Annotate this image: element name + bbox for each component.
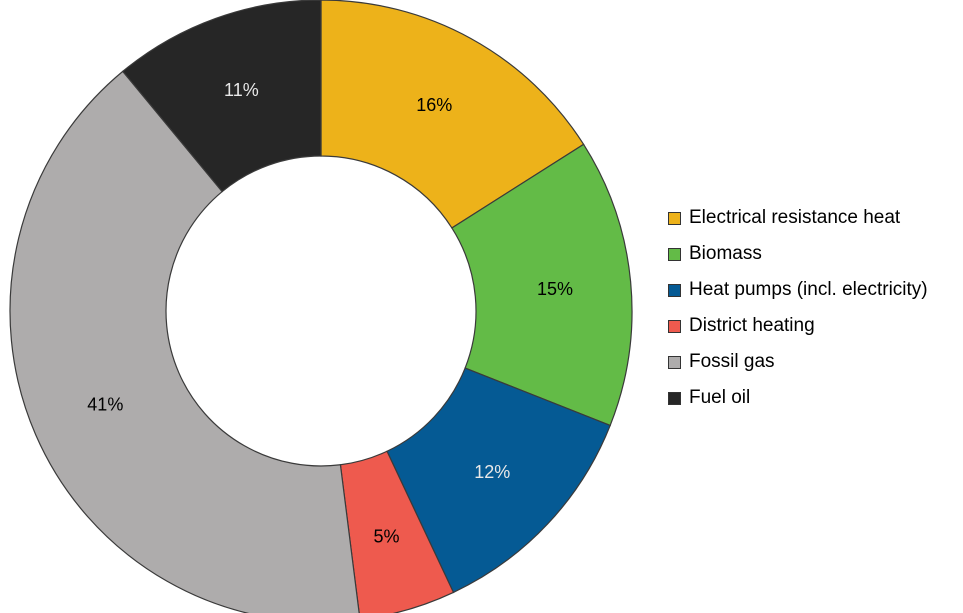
slice-fuel-oil: [121, 0, 322, 193]
legend-label: Fossil gas: [689, 351, 775, 372]
legend-swatch: [668, 391, 681, 405]
legend-item-heat-pumps: Heat pumps (incl. electricity): [668, 272, 928, 308]
slice-label-fossil-gas: 41%: [87, 394, 123, 414]
legend-swatch: [668, 283, 681, 297]
legend-item-district-heating: District heating: [668, 308, 928, 344]
legend-swatch: [668, 355, 681, 369]
slice-district-heating: [339, 450, 455, 613]
legend-label: Electrical resistance heat: [689, 207, 901, 228]
slice-biomass: [451, 143, 633, 427]
slice-fossil-gas: [9, 70, 360, 613]
slice-label-fuel-oil: 11%: [224, 80, 259, 100]
legend-label: Biomass: [689, 243, 762, 264]
slice-labels-group: 16% 15% 12% 5% 41% 11%: [87, 80, 573, 547]
slice-label-heat-pumps-incl-electricity: 12%: [474, 462, 510, 482]
legend-item-fuel-oil: Fuel oil: [668, 380, 928, 416]
slice-label-district-heating: 5%: [374, 527, 400, 547]
legend-item-biomass: Biomass: [668, 236, 928, 272]
legend: Electrical resistance heat Biomass Heat …: [668, 200, 928, 416]
slice-label-biomass: 15%: [537, 279, 573, 299]
legend-swatch: [668, 247, 681, 261]
legend-swatch: [668, 211, 681, 225]
legend-label: District heating: [689, 315, 815, 336]
legend-swatch: [668, 319, 681, 333]
slices-group: [9, 0, 633, 613]
legend-item-electrical-resistance-heat: Electrical resistance heat: [668, 200, 928, 236]
legend-item-fossil-gas: Fossil gas: [668, 344, 928, 380]
legend-label: Heat pumps (incl. electricity): [689, 279, 928, 300]
slice-electrical-resistance-heat: [320, 0, 585, 229]
legend-label: Fuel oil: [689, 387, 751, 408]
slice-label-electrical-resistance-heat: 16%: [416, 95, 452, 115]
